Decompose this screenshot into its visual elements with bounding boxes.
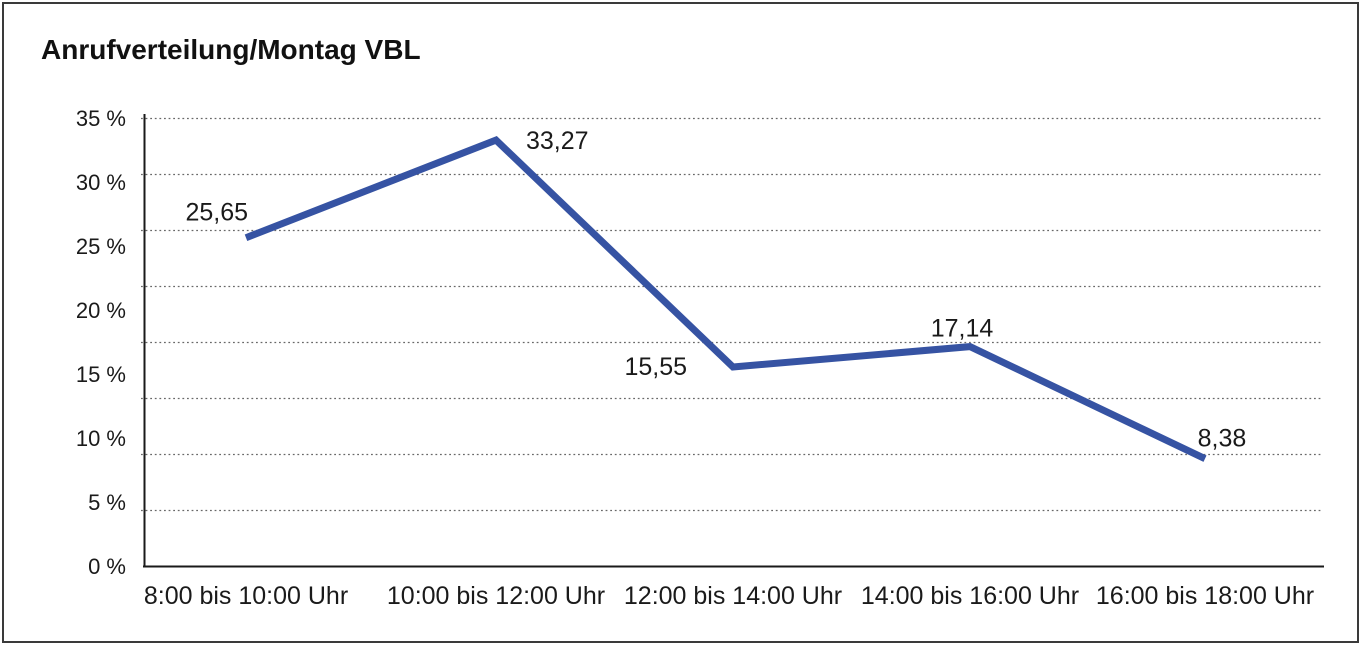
x-category-label: 16:00 bis 18:00 Uhr: [1096, 582, 1314, 610]
y-tick-label: 35 %: [76, 106, 126, 131]
y-tick-label: 15 %: [76, 362, 126, 387]
y-tick-label: 0 %: [88, 554, 126, 579]
data-line: [244, 136, 1207, 462]
data-point-label: 25,65: [185, 199, 248, 227]
data-point-label: 8,38: [1198, 425, 1247, 453]
x-category-label: 10:00 bis 12:00 Uhr: [387, 582, 605, 610]
data-point-label: 15,55: [624, 353, 687, 381]
data-point-label: 17,14: [931, 315, 994, 343]
chart-title: Anrufverteilung/Montag VBL: [41, 34, 421, 65]
y-tick-label: 25 %: [76, 234, 126, 259]
x-category-label: 8:00 bis 10:00 Uhr: [144, 582, 348, 610]
x-category-label: 14:00 bis 16:00 Uhr: [861, 582, 1079, 610]
y-tick-label: 20 %: [76, 298, 126, 323]
y-tick-label: 5 %: [88, 490, 126, 515]
y-tick-label: 10 %: [76, 426, 126, 451]
x-category-label: 12:00 bis 14:00 Uhr: [624, 582, 842, 610]
data-point-label: 33,27: [526, 127, 589, 155]
y-tick-label: 30 %: [76, 170, 126, 195]
